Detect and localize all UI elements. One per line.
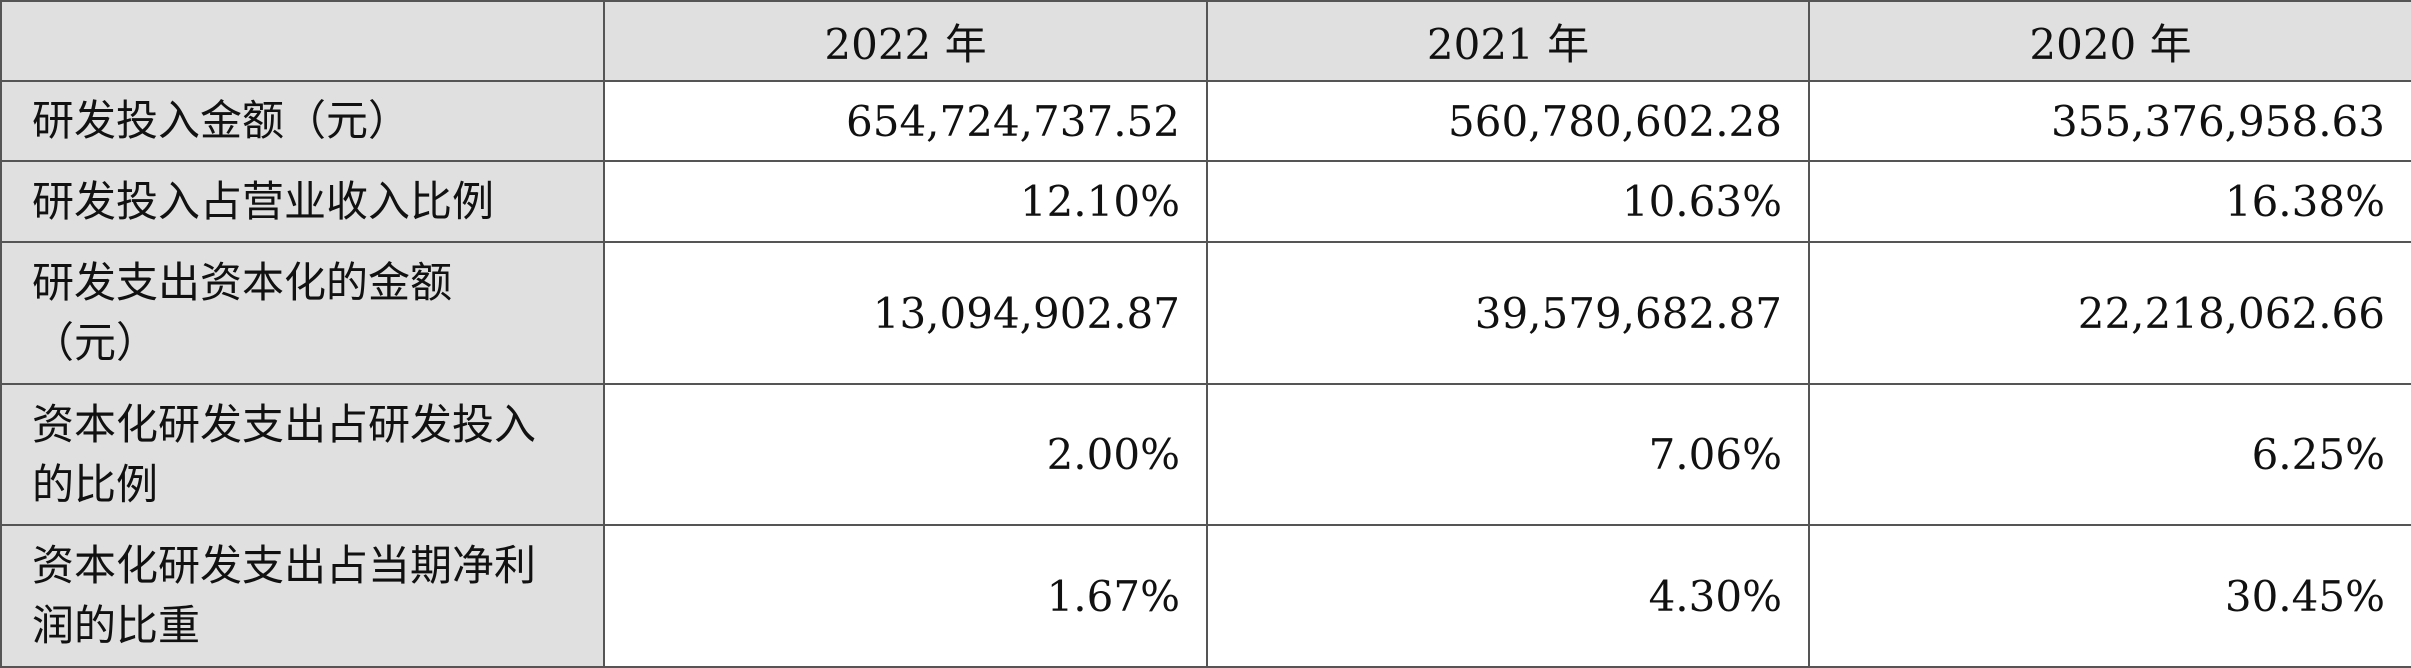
value-cell: 1.67% xyxy=(603,524,1208,668)
row-label: 研发投入金额（元） xyxy=(0,80,605,162)
corner-cell xyxy=(0,0,605,82)
value-cell: 7.06% xyxy=(1206,383,1810,526)
header-row: 2022 年 2021 年 2020 年 xyxy=(0,0,2411,82)
value-cell: 4.30% xyxy=(1206,524,1810,668)
value-cell: 13,094,902.87 xyxy=(603,241,1208,385)
value-cell: 22,218,062.66 xyxy=(1808,241,2411,385)
header-cell: 2021 年 xyxy=(1206,0,1810,82)
row-label: 研发投入占营业收入比例 xyxy=(0,160,605,243)
value-cell: 560,780,602.28 xyxy=(1206,80,1810,162)
label-line: 资本化研发支出占当期净利 xyxy=(32,541,537,590)
data-row: 资本化研发支出占当期净利 润的比重 1.67% 4.30% 30.45% xyxy=(0,524,2411,668)
label-line: 研发投入占营业收入比例 xyxy=(32,176,495,226)
label-line: 润的比重 xyxy=(32,601,201,650)
data-row: 研发投入金额（元） 654,724,737.52 560,780,602.28 355… xyxy=(0,80,2411,162)
value-cell: 12.10% xyxy=(603,160,1208,243)
label-line: 研发投入金额（元） xyxy=(32,96,411,145)
row-label: 资本化研发支出占研发投入 的比例 xyxy=(0,383,605,526)
value-cell: 16.38% xyxy=(1808,160,2411,243)
value-cell: 355,376,958.63 xyxy=(1808,80,2411,162)
value-cell: 10.63% xyxy=(1206,160,1810,243)
value-cell: 2.00% xyxy=(603,383,1208,526)
label-line: 研发支出资本化的金额 xyxy=(32,258,453,307)
data-row: 资本化研发支出占研发投入 的比例 2.00% 7.06% 6.25% xyxy=(0,383,2411,526)
value-cell: 30.45% xyxy=(1808,524,2411,668)
label-line: （元） xyxy=(32,318,159,367)
label-line: 的比例 xyxy=(32,459,159,509)
data-row: 研发支出资本化的金额 （元） 13,094,902.87 39,579,682.87 2… xyxy=(0,241,2411,385)
row-label: 资本化研发支出占当期净利 润的比重 xyxy=(0,524,605,668)
value-cell: 39,579,682.87 xyxy=(1206,241,1810,385)
value-cell: 6.25% xyxy=(1808,383,2411,526)
value-cell: 654,724,737.52 xyxy=(603,80,1208,162)
header-cell: 2022 年 xyxy=(603,0,1208,82)
row-label: 研发支出资本化的金额 （元） xyxy=(0,241,605,385)
header-cell: 2020 年 xyxy=(1808,0,2411,82)
label-line: 资本化研发支出占研发投入 xyxy=(32,399,537,449)
data-row: 研发投入占营业收入比例 12.10% 10.63% 16.38% xyxy=(0,160,2411,243)
